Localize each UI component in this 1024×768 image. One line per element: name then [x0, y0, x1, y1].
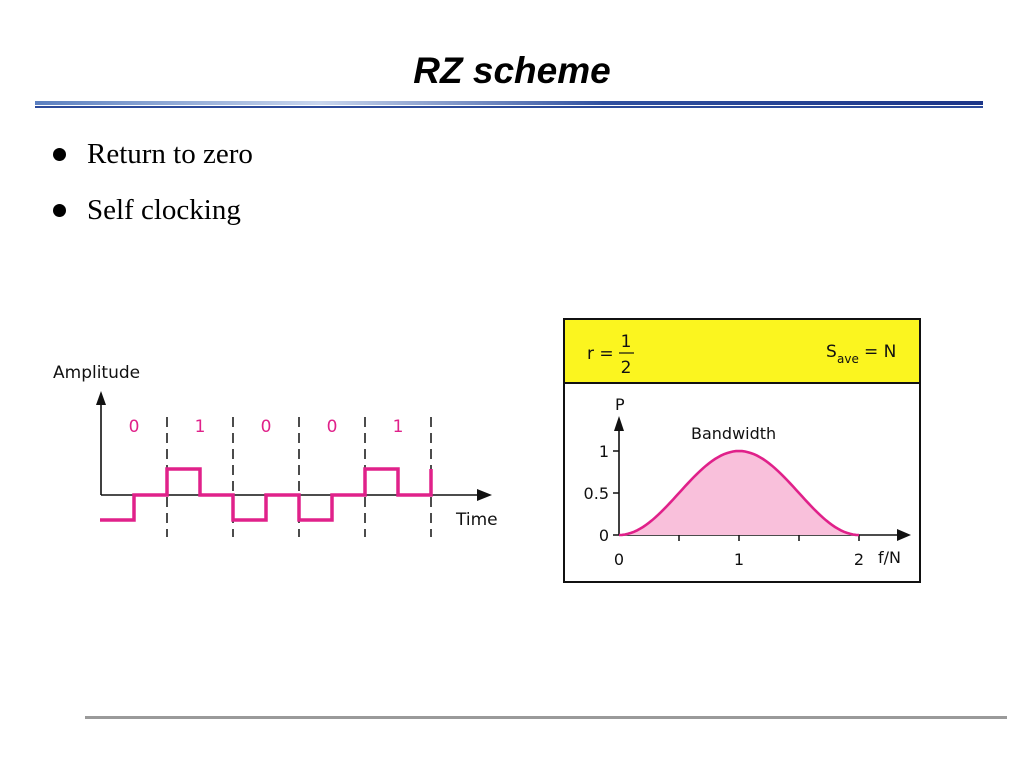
save-subscript: ave — [837, 352, 859, 366]
x-tick-label: 0 — [614, 550, 624, 569]
ratio-label: r = — [587, 344, 614, 364]
x-tick-label: 2 — [854, 550, 864, 569]
rz-signal-line — [100, 467, 433, 522]
amplitude-axis-label: Amplitude — [53, 363, 140, 383]
bullet-dot-icon — [53, 148, 66, 161]
bullet-item: Return to zero — [50, 134, 253, 190]
bandwidth-area — [619, 451, 859, 535]
fn-axis-label: f/N — [878, 548, 901, 567]
rz-waveform-diagram: Amplitude Time 0 1 0 0 1 — [53, 363, 498, 537]
bit-label: 0 — [129, 417, 140, 437]
bit-label: 1 — [195, 417, 206, 437]
bandwidth-spectrum-diagram: r = 1 2 S ave = N P f/N Bandwidth 0 0.5 1 … — [563, 318, 921, 583]
slide-title: RZ scheme — [413, 50, 611, 91]
y-axis-arrow-icon — [96, 391, 106, 405]
spectrum-plot: P f/N Bandwidth 0 0.5 1 0 1 2 — [584, 395, 911, 569]
time-axis-label: Time — [455, 510, 498, 530]
save-value: = N — [864, 342, 896, 362]
title-divider — [35, 101, 983, 108]
bit-label: 0 — [327, 417, 338, 437]
bullet-text: Self clocking — [87, 194, 241, 226]
save-symbol: S — [826, 342, 837, 362]
bullet-text: Return to zero — [87, 138, 253, 170]
p-axis-arrow-icon — [614, 416, 624, 431]
y-tick-label: 1 — [599, 442, 609, 461]
p-axis-label: P — [615, 395, 625, 414]
y-tick-label: 0 — [599, 526, 609, 545]
footer-divider — [85, 716, 1007, 719]
x-tick-label: 1 — [734, 550, 744, 569]
bandwidth-annotation: Bandwidth — [691, 424, 776, 443]
bullet-item: Self clocking — [50, 190, 253, 246]
bit-label: 0 — [261, 417, 272, 437]
ratio-denominator: 2 — [621, 358, 632, 378]
bullet-dot-icon — [53, 204, 66, 217]
ratio-numerator: 1 — [621, 332, 632, 352]
power-spectrum-line — [618, 449, 860, 537]
spectrum-header-box — [565, 320, 919, 383]
y-tick-label: 0.5 — [584, 484, 609, 503]
bit-label: 1 — [393, 417, 404, 437]
x-axis-arrow-icon — [477, 489, 492, 501]
bullet-list: Return to zero Self clocking — [50, 134, 253, 246]
f-axis-arrow-icon — [897, 529, 911, 541]
